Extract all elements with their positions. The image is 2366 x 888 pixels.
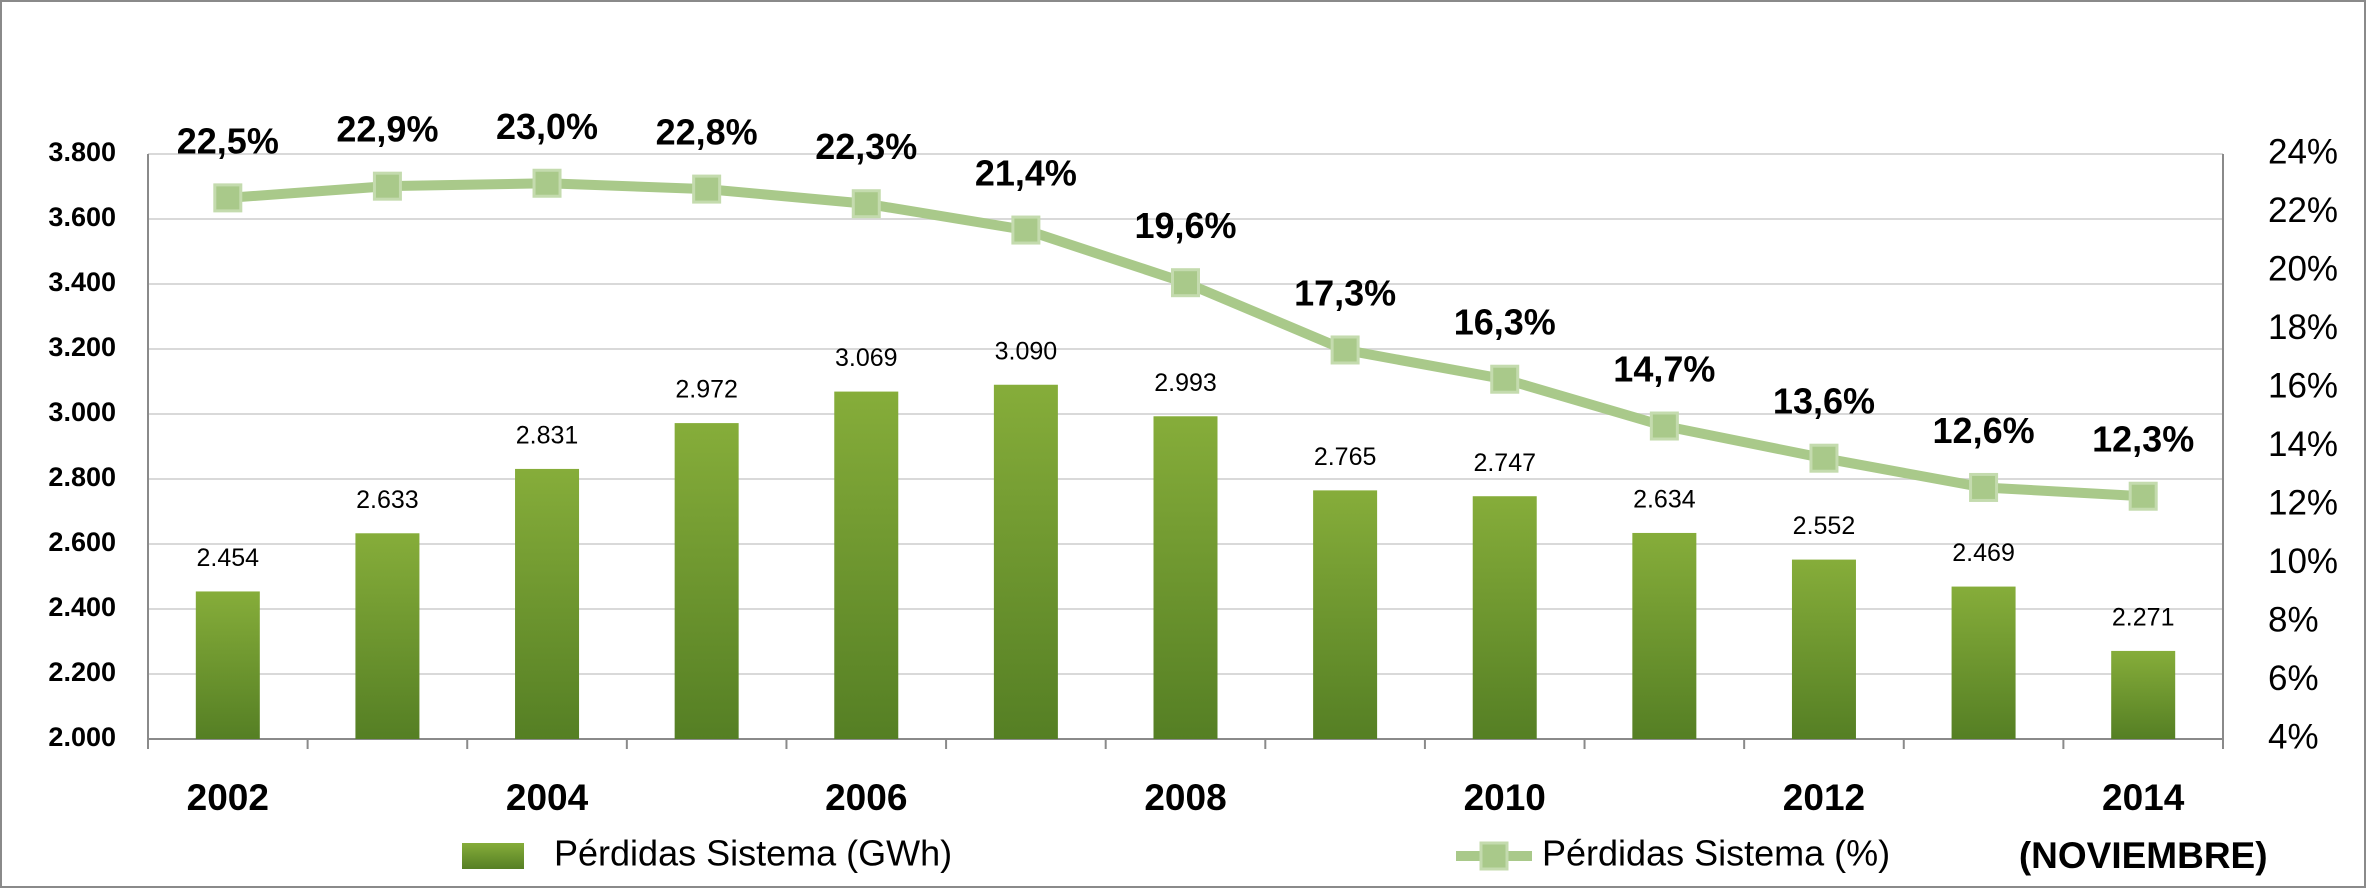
line-marker xyxy=(532,168,562,198)
y-tick-label: 2.800 xyxy=(48,462,116,492)
bar xyxy=(2111,650,2176,739)
line-marker xyxy=(1011,215,1041,245)
legend-label: Pérdidas Sistema (%) xyxy=(1542,833,1890,874)
bar xyxy=(1632,532,1697,739)
line-value-label: 12,3% xyxy=(2092,419,2194,460)
line-marker xyxy=(213,183,243,213)
y-tick-label: 3.600 xyxy=(48,202,116,232)
line-value-label: 22,3% xyxy=(815,126,917,167)
line-value-label: 22,8% xyxy=(656,112,758,153)
line-value-label: 16,3% xyxy=(1454,302,1556,343)
y-tick-label: 3.000 xyxy=(48,397,116,427)
line-marker xyxy=(372,171,402,201)
y2-tick-label: 16% xyxy=(2268,366,2338,405)
line-value-label: 13,6% xyxy=(1773,381,1875,422)
bar-value-label: 2.993 xyxy=(1154,369,1217,397)
y-tick-label: 2.200 xyxy=(48,657,116,687)
line-value-label: 22,5% xyxy=(177,120,279,161)
x-tick-label: 2004 xyxy=(506,777,589,818)
y2-tick-label: 4% xyxy=(2268,717,2319,756)
y2-tick-label: 8% xyxy=(2268,600,2319,639)
line-marker xyxy=(1969,472,1999,502)
bar xyxy=(1153,416,1218,739)
y2-tick-label: 12% xyxy=(2268,483,2338,522)
line-marker xyxy=(1490,364,1520,394)
y-tick-label: 2.600 xyxy=(48,527,116,557)
y-tick-label: 2.400 xyxy=(48,592,116,622)
y2-tick-label: 18% xyxy=(2268,308,2338,347)
bar-value-label: 3.069 xyxy=(835,344,898,372)
bar-value-label: 2.634 xyxy=(1633,486,1696,514)
line-value-label: 19,6% xyxy=(1134,205,1236,246)
bar-value-label: 2.633 xyxy=(356,486,419,514)
y2-tick-label: 20% xyxy=(2268,249,2338,288)
line-value-label: 22,9% xyxy=(336,109,438,150)
bar xyxy=(1472,496,1537,739)
y2-tick-label: 14% xyxy=(2268,425,2338,464)
legend-swatch xyxy=(462,843,524,869)
line-value-label: 12,6% xyxy=(1933,410,2035,451)
bar-value-label: 3.090 xyxy=(995,337,1058,365)
x-tick-label: 2012 xyxy=(1783,777,1865,818)
y-tick-label: 2.000 xyxy=(48,722,116,752)
y2-tick-label: 6% xyxy=(2268,659,2319,698)
y-tick-label: 3.200 xyxy=(48,332,116,362)
bar-value-label: 2.454 xyxy=(197,544,260,572)
y2-tick-label: 24% xyxy=(2268,132,2338,171)
x-tick-label: 2006 xyxy=(825,777,907,818)
bar xyxy=(1313,490,1378,739)
bar xyxy=(355,533,420,739)
x-tick-label: 2002 xyxy=(187,777,269,818)
bar-value-label: 2.972 xyxy=(675,376,738,404)
line-marker xyxy=(851,189,881,219)
legend-swatch xyxy=(1479,841,1509,871)
x-tick-label: 2010 xyxy=(1464,777,1546,818)
y-tick-label: 3.800 xyxy=(48,137,116,167)
bar xyxy=(993,384,1058,739)
line-marker xyxy=(1809,443,1839,473)
bar xyxy=(674,423,739,739)
y2-tick-label: 22% xyxy=(2268,191,2338,230)
bar-value-label: 2.552 xyxy=(1793,512,1856,540)
annotation: (NOVIEMBRE) xyxy=(2019,835,2268,876)
bar xyxy=(1791,559,1856,739)
line-value-label: 23,0% xyxy=(496,106,598,147)
line-value-label: 14,7% xyxy=(1613,349,1715,390)
bar-value-label: 2.271 xyxy=(2112,604,2175,632)
bar xyxy=(515,468,580,739)
bar-value-label: 2.747 xyxy=(1473,449,1536,477)
line-marker xyxy=(692,174,722,204)
bar-value-label: 2.831 xyxy=(516,422,579,450)
bar xyxy=(834,391,899,739)
bar-value-label: 2.765 xyxy=(1314,443,1377,471)
bar xyxy=(1951,586,2016,739)
line-marker xyxy=(1649,411,1679,441)
line-value-label: 17,3% xyxy=(1294,272,1396,313)
line-marker xyxy=(2128,481,2158,511)
x-tick-label: 2008 xyxy=(1144,777,1226,818)
legend-label: Pérdidas Sistema (GWh) xyxy=(554,833,952,874)
bar-value-label: 2.469 xyxy=(1952,539,2015,567)
x-tick-label: 2014 xyxy=(2102,777,2185,818)
y2-tick-label: 10% xyxy=(2268,542,2338,581)
bar xyxy=(195,591,260,739)
y-tick-label: 3.400 xyxy=(48,267,116,297)
line-marker xyxy=(1171,268,1200,298)
line-value-label: 21,4% xyxy=(975,153,1077,194)
line-marker xyxy=(1330,335,1360,365)
